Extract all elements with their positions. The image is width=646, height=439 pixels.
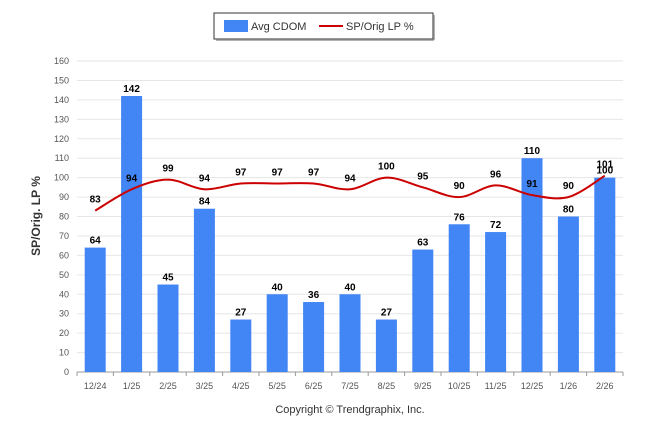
bar-11-25[interactable] [485, 232, 507, 372]
line-value-label: 100 [378, 162, 395, 173]
y-axis-ticks: 0 10 20 30 40 50 60 70 80 90 100 110 120 130 140 150 160 [54, 56, 69, 377]
legend[interactable]: Avg CDOM SP/Orig LP % [213, 12, 435, 41]
bar-value-label: 142 [123, 84, 140, 95]
y-tick-label: 50 [59, 270, 69, 280]
bar-12-25[interactable] [521, 158, 543, 372]
line-value-label: 90 [563, 181, 575, 192]
x-tick-label: 12/24 [84, 381, 107, 391]
line-value-label: 97 [272, 167, 284, 178]
y-tick-label: 0 [64, 367, 69, 377]
y-axis-label: SP/Orig. LP % [29, 176, 43, 256]
bar-value-label: 36 [308, 290, 320, 301]
line-value-label: 94 [126, 173, 138, 184]
legend-label-sp-orig-lp: SP/Orig LP % [346, 21, 414, 33]
y-tick-label: 100 [54, 173, 69, 183]
bar-value-label: 40 [272, 282, 284, 293]
x-tick-label: 5/25 [268, 381, 286, 391]
bar-value-label: 27 [381, 308, 393, 319]
x-tick-label: 2/25 [159, 381, 177, 391]
x-tick-label: 1/25 [123, 381, 141, 391]
legend-label-avg-cdom: Avg CDOM [251, 21, 306, 33]
bar-2-25[interactable] [157, 284, 179, 372]
y-tick-label: 20 [59, 328, 69, 338]
y-tick-label: 150 [54, 75, 69, 85]
bar-value-label: 72 [490, 220, 502, 231]
y-tick-label: 160 [54, 56, 69, 66]
bar-2-26[interactable] [594, 177, 616, 372]
x-tick-label: 1/26 [560, 381, 578, 391]
line-value-label: 101 [596, 160, 613, 171]
x-tick-label: 4/25 [232, 381, 250, 391]
line-value-label: 96 [490, 169, 502, 180]
bar-value-label: 100 [596, 166, 613, 177]
bar-value-label: 63 [417, 238, 429, 249]
grid-layer [77, 60, 623, 373]
x-axis-ticks: 12/24 1/25 2/25 3/25 4/25 5/25 6/25 7/25 8/25 9/2… [76, 372, 624, 391]
line-value-label: 97 [235, 167, 247, 178]
bar-4-25[interactable] [230, 319, 252, 372]
bar-1-25[interactable] [121, 95, 143, 373]
y-tick-label: 60 [59, 250, 69, 260]
line-sp-orig-lp[interactable] [94, 174, 606, 212]
bar-value-label: 45 [162, 273, 174, 284]
copyright-footer: Copyright © Trendgraphix, Inc. [275, 404, 424, 416]
bar-7-25[interactable] [339, 294, 361, 372]
line-value-labels: 83 94 99 94 97 97 97 94 100 95 90 96 91 90 101 [90, 160, 614, 206]
line-value-label: 97 [308, 167, 320, 178]
line-value-label: 91 [526, 179, 538, 190]
x-tick-label: 10/25 [448, 381, 471, 391]
bar-9-25[interactable] [412, 249, 434, 372]
x-tick-label: 2/26 [596, 381, 614, 391]
bar-8-25[interactable] [375, 319, 397, 372]
bar-value-label: 40 [344, 282, 356, 293]
bar-series [84, 95, 616, 373]
line-value-label: 94 [344, 173, 356, 184]
y-tick-label: 140 [54, 95, 69, 105]
bar-value-label: 80 [563, 205, 575, 216]
x-tick-label: 8/25 [378, 381, 396, 391]
y-tick-label: 120 [54, 134, 69, 144]
bar-12-24[interactable] [84, 247, 106, 372]
x-tick-label: 7/25 [341, 381, 359, 391]
x-tick-label: 12/25 [521, 381, 544, 391]
y-tick-label: 40 [59, 289, 69, 299]
y-tick-label: 30 [59, 309, 69, 319]
x-tick-label: 9/25 [414, 381, 432, 391]
line-value-label: 90 [454, 181, 466, 192]
y-tick-label: 130 [54, 114, 69, 124]
y-tick-label: 110 [55, 153, 69, 163]
bar-10-25[interactable] [448, 224, 470, 372]
line-series [94, 174, 606, 212]
bar-3-25[interactable] [193, 208, 215, 372]
y-tick-label: 90 [59, 192, 69, 202]
bar-value-label: 27 [235, 308, 247, 319]
x-tick-label: 11/25 [485, 381, 507, 391]
y-tick-label: 10 [59, 348, 69, 358]
line-value-label: 95 [417, 171, 429, 182]
bar-value-label: 84 [199, 197, 211, 208]
bar-1-26[interactable] [557, 216, 579, 373]
y-tick-label: 70 [59, 231, 69, 241]
legend-swatch-avg-cdom [224, 20, 248, 32]
bar-value-label: 64 [90, 236, 102, 247]
line-value-label: 83 [90, 195, 102, 206]
line-value-label: 99 [162, 164, 174, 175]
y-tick-label: 80 [59, 212, 69, 222]
bar-value-label: 76 [454, 212, 466, 223]
bar-5-25[interactable] [266, 294, 288, 372]
x-tick-label: 3/25 [196, 381, 214, 391]
bar-6-25[interactable] [303, 302, 325, 372]
bar-value-label: 110 [524, 146, 541, 157]
bar-value-labels: 64 142 45 84 27 40 36 40 27 63 76 72 110 80 100 [90, 84, 614, 319]
x-tick-label: 6/25 [305, 381, 323, 391]
line-value-label: 94 [199, 173, 211, 184]
